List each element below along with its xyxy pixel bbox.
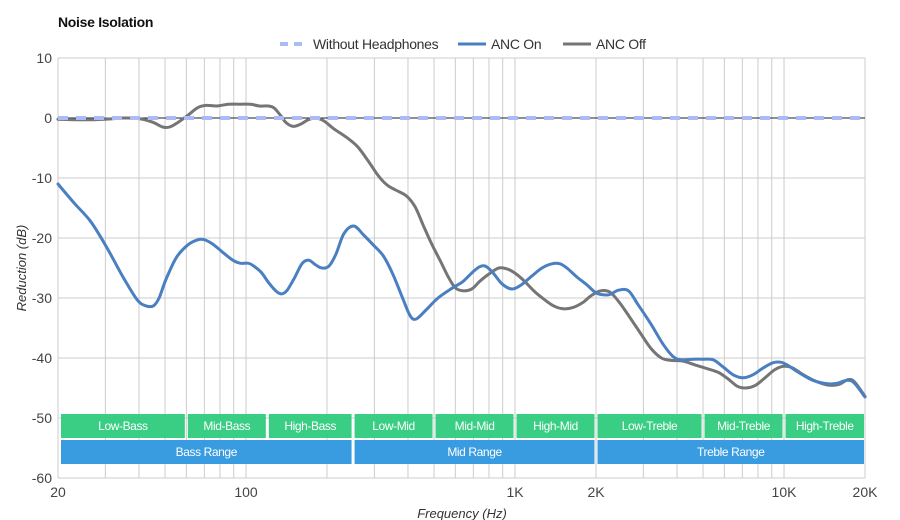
band-label: High-Mid [533,419,578,433]
series-line-anc-off [56,102,867,398]
x-tick-label: 20K [853,484,879,500]
band-mid-mid [435,414,514,438]
y-axis-ticks: 10 0 -10 -20 -30 -40 -50 -60 [32,50,52,486]
band-label: Mid-Mid [455,419,495,433]
legend-label-without-headphones: Without Headphones [313,36,439,52]
x-tick-label: 2K [587,484,605,500]
band-low-bass [61,414,185,438]
range-band-bass-range [61,440,352,464]
range-band-label: Treble Range [697,445,765,459]
legend-label-anc-on: ANC On [491,36,541,52]
y-tick-label: 10 [36,50,52,66]
frequency-bands: Low-Bass Mid-Bass High-Bass Low-Mid Mid-Mid H… [61,414,864,464]
legend-item-anc-on[interactable]: ANC On [458,36,542,52]
band-label: Mid-Treble [717,419,771,433]
legend: Without Headphones ANC On ANC Off [280,36,646,52]
y-tick-label: -60 [32,470,52,486]
x-tick-label: 100 [234,484,258,500]
y-tick-label: -50 [32,410,52,426]
x-tick-label: 10K [772,484,798,500]
band-high-mid [516,414,595,438]
series-line-anc-on [56,182,867,399]
x-tick-label: 1K [506,484,524,500]
band-label: Low-Treble [622,419,678,433]
band-label: Mid-Bass [203,419,250,433]
range-band-label: Mid Range [447,445,502,459]
legend-label-anc-off: ANC Off [596,36,646,52]
band-mid-bass [187,414,266,438]
x-tick-label: 20 [50,484,66,500]
x-axis-title: Frequency (Hz) [417,506,507,520]
band-low-mid [354,414,433,438]
band-label: Low-Mid [372,419,415,433]
band-label: Low-Bass [98,419,148,433]
series-lines [56,102,867,399]
range-band-mid-range [354,440,595,464]
y-tick-label: 0 [44,110,52,126]
x-axis-ticks: 20 100 1K 2K 10K 20K [50,484,878,500]
y-axis-title: Reduction (dB) [14,225,29,312]
y-tick-label: -40 [32,350,52,366]
band-label: High-Bass [284,419,336,433]
y-tick-label: -20 [32,230,52,246]
y-tick-label: -10 [32,170,52,186]
chart-title: Noise Isolation [58,14,153,30]
legend-item-anc-off[interactable]: ANC Off [563,36,646,52]
band-low-treble [597,414,702,438]
range-band-label: Bass Range [176,445,238,459]
band-high-treble [785,414,864,438]
range-band-treble-range [597,440,864,464]
band-label: High-Treble [796,419,855,433]
y-tick-label: -30 [32,290,52,306]
band-mid-treble [704,414,783,438]
legend-item-without-headphones[interactable]: Without Headphones [280,36,439,52]
band-high-bass [268,414,352,438]
